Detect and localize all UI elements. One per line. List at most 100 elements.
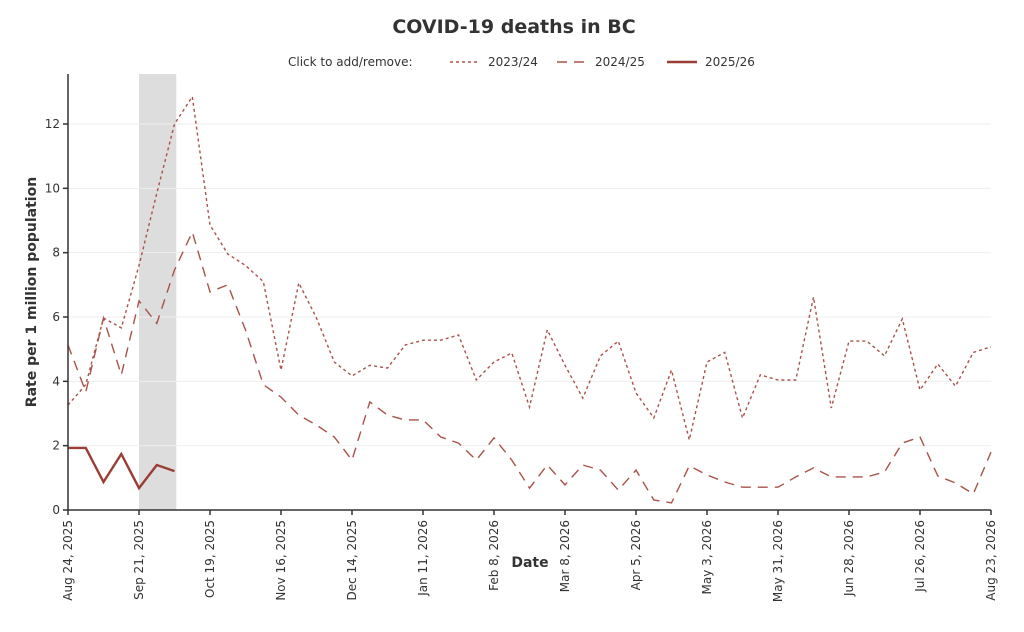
data-point[interactable] bbox=[473, 377, 479, 383]
series-line-2024-25[interactable] bbox=[67, 230, 992, 504]
data-point[interactable] bbox=[615, 338, 621, 344]
data-point[interactable] bbox=[562, 482, 568, 488]
data-point[interactable] bbox=[722, 479, 728, 485]
data-point[interactable] bbox=[988, 344, 994, 350]
data-point[interactable] bbox=[456, 440, 462, 446]
data-point[interactable] bbox=[491, 435, 497, 441]
data-point[interactable] bbox=[740, 415, 746, 421]
data-point[interactable] bbox=[509, 457, 515, 463]
data-point[interactable] bbox=[172, 267, 178, 273]
data-point[interactable] bbox=[225, 251, 231, 257]
data-point[interactable] bbox=[420, 417, 426, 423]
data-point[interactable] bbox=[349, 457, 355, 463]
data-point[interactable] bbox=[189, 229, 195, 235]
data-point[interactable] bbox=[580, 395, 586, 401]
data-point[interactable] bbox=[296, 280, 302, 286]
data-point[interactable] bbox=[775, 484, 781, 490]
data-point[interactable] bbox=[331, 359, 337, 365]
data-point[interactable] bbox=[509, 350, 515, 356]
data-point[interactable] bbox=[402, 342, 408, 348]
data-point[interactable] bbox=[757, 484, 763, 490]
data-point[interactable] bbox=[243, 327, 249, 333]
data-point[interactable] bbox=[367, 399, 373, 405]
data-point[interactable] bbox=[669, 500, 675, 506]
data-point[interactable] bbox=[811, 465, 817, 471]
data-point[interactable] bbox=[775, 377, 781, 383]
data-point[interactable] bbox=[544, 462, 550, 468]
data-point[interactable] bbox=[260, 279, 266, 285]
data-point[interactable] bbox=[793, 377, 799, 383]
legend-item-2023-24[interactable]: 2023/24 bbox=[450, 55, 538, 69]
data-point[interactable] bbox=[935, 473, 941, 479]
data-point[interactable] bbox=[243, 263, 249, 269]
data-point[interactable] bbox=[544, 327, 550, 333]
data-point[interactable] bbox=[598, 467, 604, 473]
series-line-2023-24[interactable] bbox=[67, 94, 992, 441]
data-point[interactable] bbox=[846, 338, 852, 344]
data-point[interactable] bbox=[367, 362, 373, 368]
data-point[interactable] bbox=[970, 349, 976, 355]
data-point[interactable] bbox=[420, 337, 426, 343]
data-point[interactable] bbox=[615, 487, 621, 493]
data-point[interactable] bbox=[864, 474, 870, 480]
data-point[interactable] bbox=[118, 372, 124, 378]
data-point[interactable] bbox=[136, 298, 142, 304]
data-point[interactable] bbox=[207, 289, 213, 295]
data-point[interactable] bbox=[811, 294, 817, 300]
data-point[interactable] bbox=[686, 463, 692, 469]
data-point[interactable] bbox=[83, 445, 89, 451]
data-point[interactable] bbox=[136, 485, 142, 491]
data-point[interactable] bbox=[917, 434, 923, 440]
data-point[interactable] bbox=[598, 353, 604, 359]
data-point[interactable] bbox=[136, 263, 142, 269]
data-point[interactable] bbox=[633, 467, 639, 473]
data-point[interactable] bbox=[633, 390, 639, 396]
data-point[interactable] bbox=[314, 315, 320, 321]
data-point[interactable] bbox=[172, 121, 178, 127]
data-point[interactable] bbox=[740, 484, 746, 490]
data-point[interactable] bbox=[385, 412, 391, 418]
data-point[interactable] bbox=[953, 383, 959, 389]
data-point[interactable] bbox=[349, 373, 355, 379]
data-point[interactable] bbox=[154, 320, 160, 326]
data-point[interactable] bbox=[899, 316, 905, 322]
data-point[interactable] bbox=[846, 474, 852, 480]
data-point[interactable] bbox=[438, 337, 444, 343]
data-point[interactable] bbox=[172, 468, 178, 474]
data-point[interactable] bbox=[473, 457, 479, 463]
data-point[interactable] bbox=[864, 338, 870, 344]
data-point[interactable] bbox=[189, 94, 195, 100]
data-point[interactable] bbox=[402, 417, 408, 423]
data-point[interactable] bbox=[704, 472, 710, 478]
data-point[interactable] bbox=[154, 462, 160, 468]
data-point[interactable] bbox=[438, 434, 444, 440]
data-point[interactable] bbox=[828, 474, 834, 480]
data-point[interactable] bbox=[278, 367, 284, 373]
data-point[interactable] bbox=[722, 349, 728, 355]
data-point[interactable] bbox=[456, 332, 462, 338]
data-point[interactable] bbox=[527, 485, 533, 491]
data-point[interactable] bbox=[651, 415, 657, 421]
data-point[interactable] bbox=[207, 222, 213, 228]
data-point[interactable] bbox=[828, 405, 834, 411]
data-point[interactable] bbox=[988, 449, 994, 455]
data-point[interactable] bbox=[314, 422, 320, 428]
data-point[interactable] bbox=[651, 497, 657, 503]
data-point[interactable] bbox=[331, 434, 337, 440]
data-point[interactable] bbox=[278, 394, 284, 400]
data-point[interactable] bbox=[793, 474, 799, 480]
data-point[interactable] bbox=[953, 480, 959, 486]
data-point[interactable] bbox=[260, 382, 266, 388]
data-point[interactable] bbox=[296, 412, 302, 418]
data-point[interactable] bbox=[225, 282, 231, 288]
data-point[interactable] bbox=[580, 462, 586, 468]
data-point[interactable] bbox=[935, 361, 941, 367]
data-point[interactable] bbox=[83, 389, 89, 395]
data-point[interactable] bbox=[118, 325, 124, 331]
data-point[interactable] bbox=[527, 404, 533, 410]
data-point[interactable] bbox=[882, 353, 888, 359]
data-point[interactable] bbox=[101, 479, 107, 485]
data-point[interactable] bbox=[704, 359, 710, 365]
data-point[interactable] bbox=[101, 315, 107, 321]
data-point[interactable] bbox=[970, 491, 976, 497]
